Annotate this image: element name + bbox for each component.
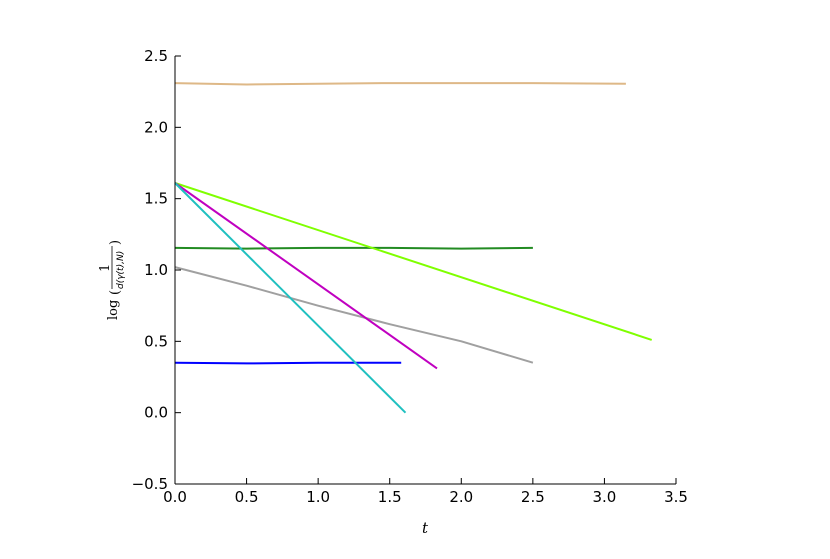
series-line-2: [174, 246, 533, 250]
x-tick-label: 1.0: [306, 488, 330, 506]
series-line-5: [174, 182, 653, 341]
series-line-3: [174, 361, 402, 365]
series-line-4: [174, 266, 534, 364]
y-tick-label: 1.0: [144, 261, 168, 279]
y-axis-label-paren-right: ): [108, 240, 123, 245]
x-tick-label: 3.5: [664, 488, 688, 506]
y-tick-label: −0.5: [132, 475, 168, 493]
y-axis-label-numerator: 1: [98, 264, 113, 272]
y-axis-label-log: log: [106, 300, 121, 320]
y-axis-label-paren-left: (: [108, 290, 123, 295]
y-tick-label: 0.5: [144, 332, 168, 350]
x-tick-label: 1.5: [378, 488, 402, 506]
series-line-1: [174, 82, 626, 86]
series-line-6: [174, 182, 438, 370]
series-line-7: [174, 182, 407, 414]
y-axis-label-denominator: d(γ(t),N): [116, 251, 126, 289]
x-tick-label: 2.5: [521, 488, 545, 506]
y-tick-label: 0.0: [144, 404, 168, 422]
x-axis-label: t: [422, 519, 429, 537]
series-layer: [174, 82, 653, 414]
x-tick-label: 0.5: [235, 488, 259, 506]
axes-layer: 0.0 0.5 1.0 1.5 2.0 2.5 3.0 3.5−0.50.00.51.01.5…: [132, 47, 688, 506]
x-tick-label: 3.0: [592, 488, 616, 506]
y-axis-label: log ( 1 d(γ(t),N) ): [98, 240, 126, 320]
y-tick-label: 2.5: [144, 47, 168, 65]
y-tick-label: 2.0: [144, 118, 168, 136]
x-tick-label: 0.0: [163, 488, 187, 506]
y-tick-label: 1.5: [144, 190, 168, 208]
x-tick-label: 2.0: [449, 488, 473, 506]
